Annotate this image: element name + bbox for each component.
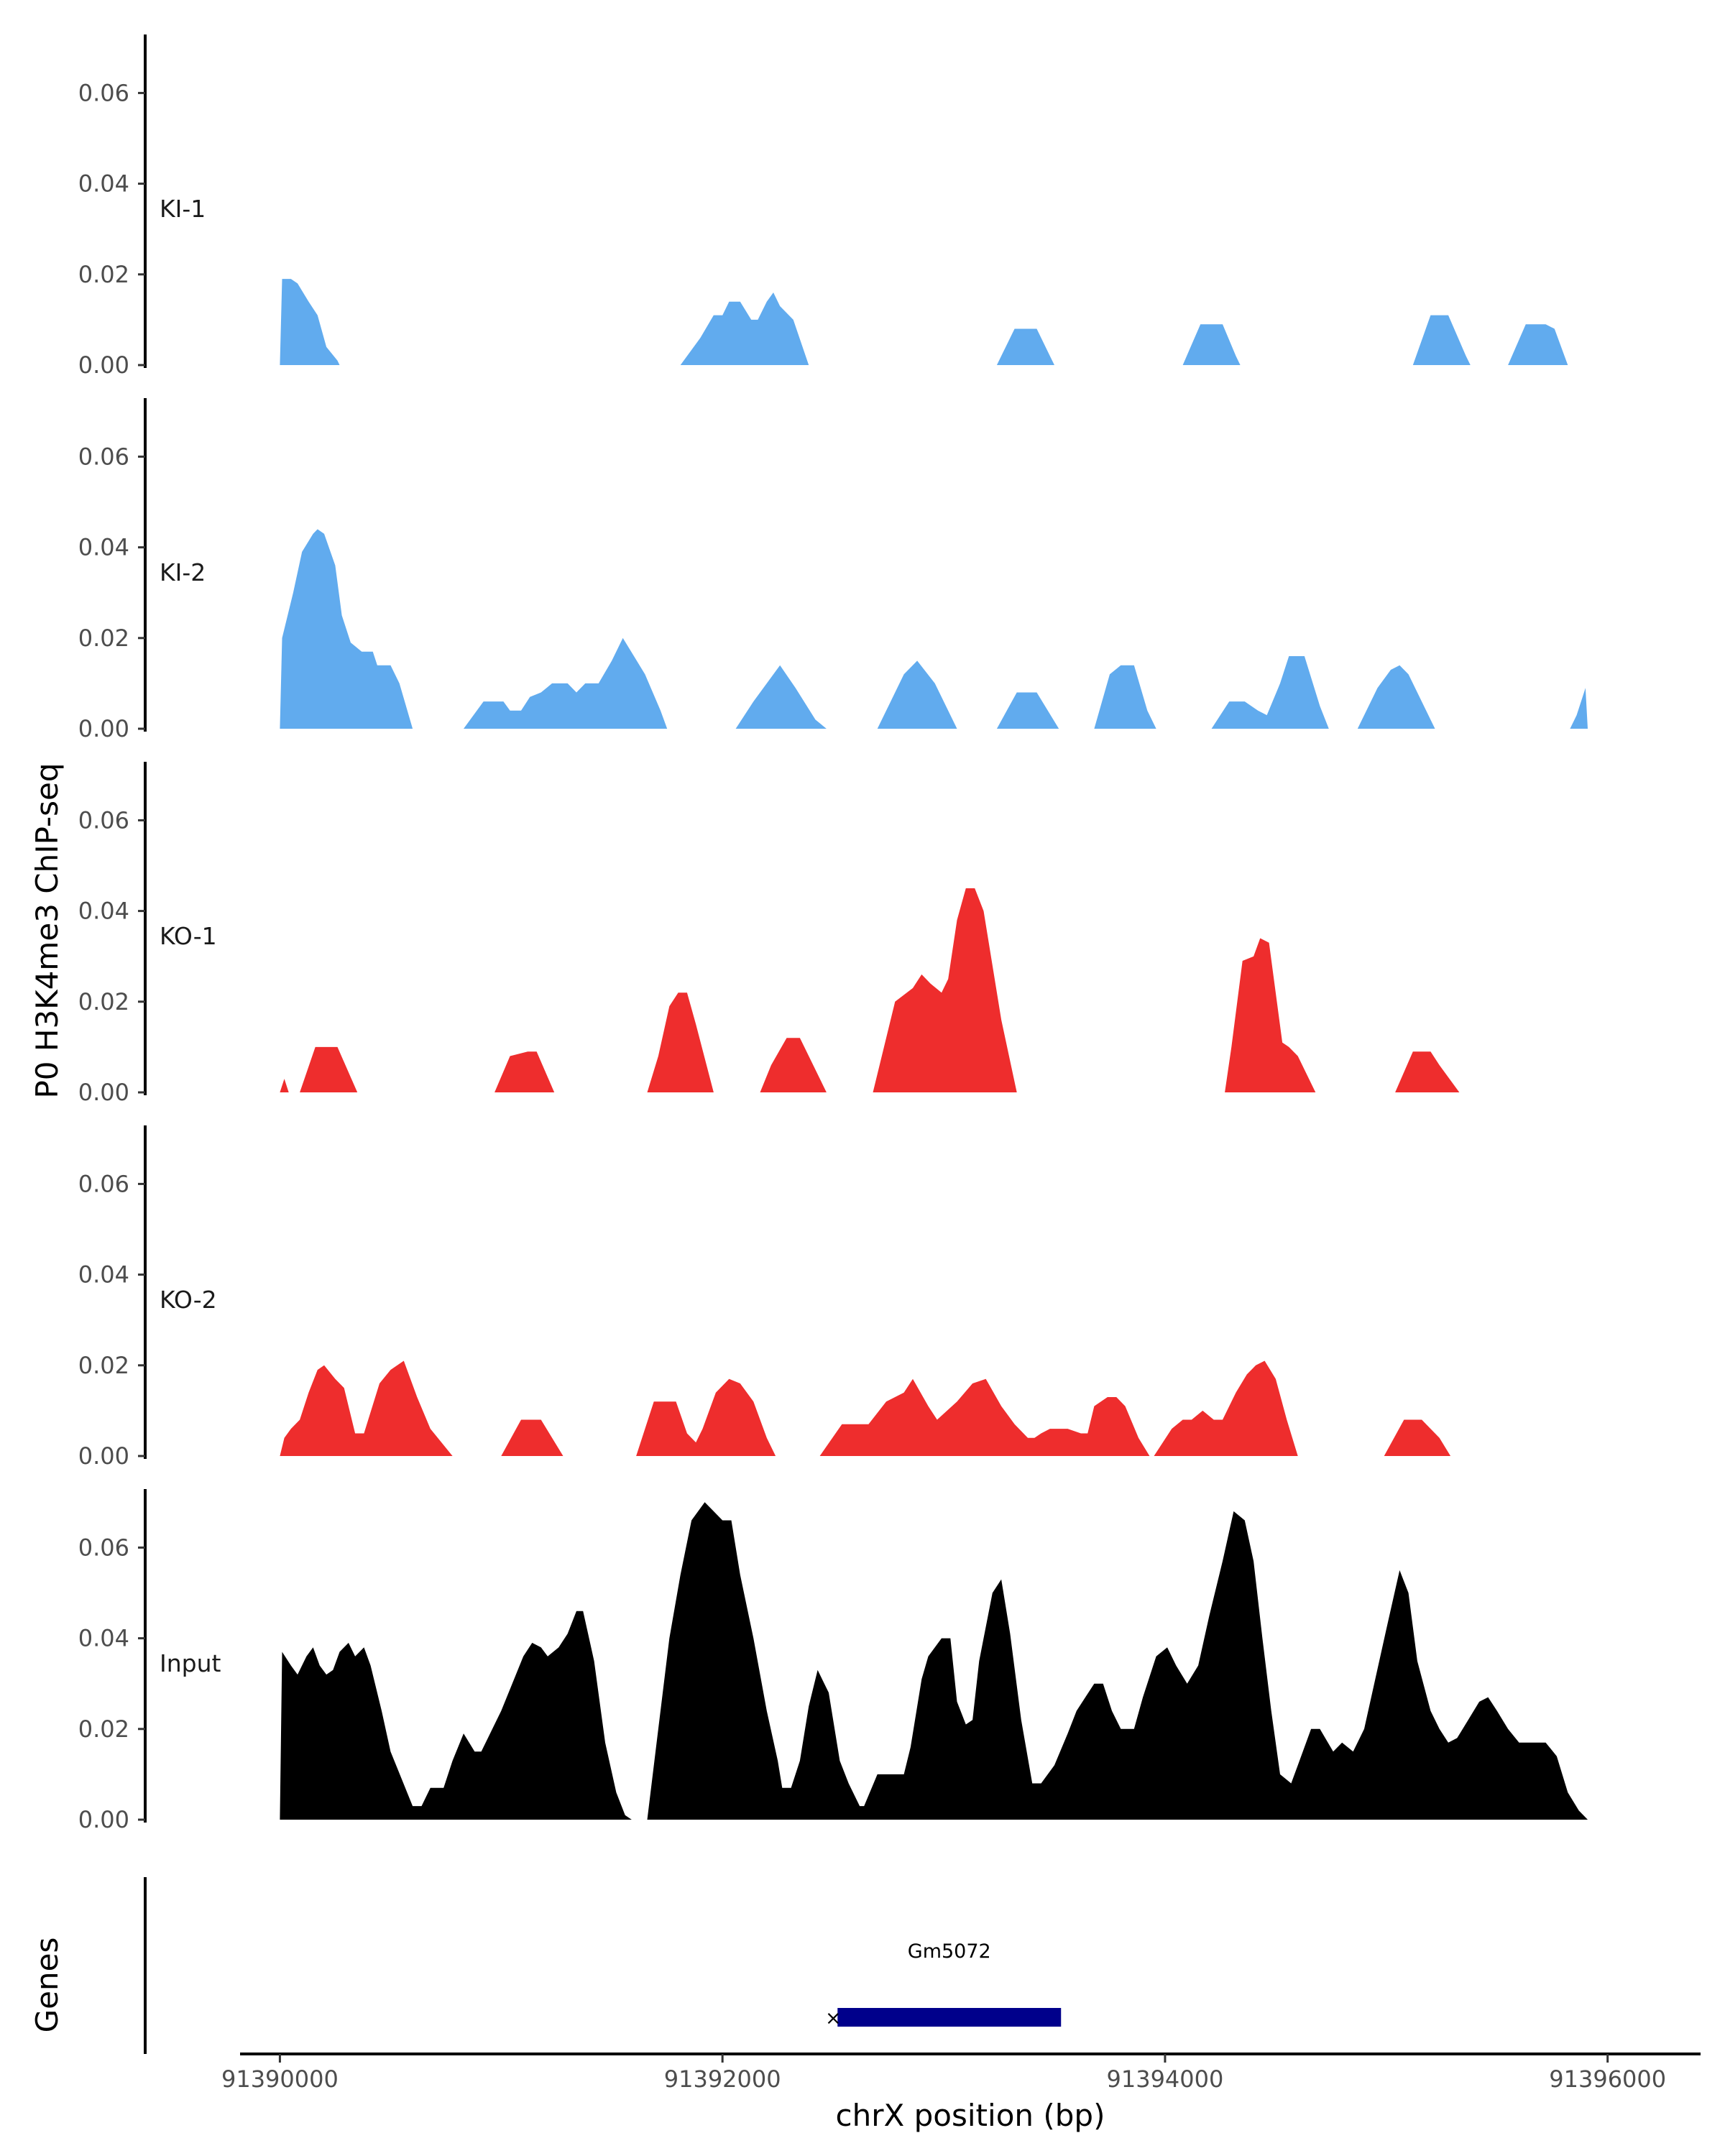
- x-tick-label: 91396000: [1549, 2065, 1666, 2093]
- signal-peak-ko-1-4: [647, 992, 714, 1092]
- signal-peak-ki-2-2: [464, 637, 668, 729]
- signal-peak-ko-1-7: [1225, 938, 1316, 1092]
- track-ki-2: 0.00 0.02 0.04 0.06 KI-2: [78, 398, 1588, 742]
- y-tick-label: 0.06: [78, 79, 129, 106]
- x-tick-label: 91392000: [664, 2065, 781, 2093]
- track-label-ko-2: KO-2: [160, 1286, 217, 1314]
- signal-peak-ki-1-5: [1412, 315, 1471, 365]
- track-ko-2: 0.00 0.02 0.04 0.06 KO-2: [78, 1125, 1451, 1470]
- track-ki-1: 0.00 0.02 0.04 0.06 KI-1: [78, 34, 1568, 379]
- signal-peak-input-1: [280, 1611, 632, 1820]
- signal-peak-ki-2-5: [996, 692, 1059, 729]
- y-tick-label: 0.02: [78, 261, 129, 288]
- y-tick-label: 0.04: [78, 1625, 129, 1652]
- signal-peak-ki-2-9: [1570, 688, 1588, 729]
- y-tick-label: 0.00: [78, 1806, 129, 1833]
- y-tick-label: 0.06: [78, 1534, 129, 1561]
- x-axis-ticks: 91390000 91392000 91394000 91396000: [221, 2054, 1666, 2093]
- signal-peak-ki-1-3: [996, 328, 1054, 365]
- signal-peak-ki-1-1: [280, 279, 340, 365]
- y-tick-label: 0.00: [78, 1079, 129, 1106]
- y-tick-label: 0.06: [78, 443, 129, 470]
- track-label-ki-2: KI-2: [160, 558, 206, 586]
- y-tick-label: 0.04: [78, 170, 129, 198]
- y-tick-label: 0.04: [78, 1261, 129, 1289]
- signal-peak-ki-2-7: [1211, 656, 1329, 729]
- signal-peak-ko-2-1: [280, 1360, 453, 1456]
- y-tick-label: 0.04: [78, 534, 129, 561]
- track-label-ki-1: KI-1: [160, 195, 206, 223]
- signal-peak-ki-1-4: [1182, 324, 1241, 365]
- signal-peak-ko-2-3: [636, 1378, 776, 1456]
- signal-peak-ki-2-8: [1357, 665, 1435, 729]
- y-tick-label: 0.02: [78, 625, 129, 652]
- tracks-layer: 0.00 0.02 0.04 0.06 KI-1 0.00 0.02 0.04 0.06 KI-2…: [78, 34, 1588, 1833]
- track-input: 0.00 0.02 0.04 0.06 Input: [78, 1489, 1588, 1833]
- y-tick-label: 0.02: [78, 1715, 129, 1743]
- genes-axis-title: Genes: [29, 1938, 65, 2033]
- y-tick-label: 0.04: [78, 898, 129, 925]
- track-label-ko-1: KO-1: [160, 922, 217, 950]
- y-tick-label: 0.02: [78, 988, 129, 1015]
- x-tick-label: 91390000: [221, 2065, 339, 2093]
- y-tick-label: 0.00: [78, 715, 129, 742]
- signal-peak-ki-2-6: [1094, 665, 1156, 729]
- signal-peak-ki-1-6: [1508, 324, 1568, 365]
- x-axis: 91390000 91392000 91394000 91396000 chrX po…: [221, 2053, 1701, 2133]
- y-tick-label: 0.06: [78, 806, 129, 834]
- y-tick-label: 0.02: [78, 1352, 129, 1379]
- gene-body-gm5072[interactable]: [837, 2008, 1062, 2027]
- y-tick-label: 0.06: [78, 1170, 129, 1197]
- gene-panel: Genes × Gm5072: [29, 1877, 1062, 2054]
- y-tick-label: 0.00: [78, 1442, 129, 1470]
- signal-peak-ki-2-3: [735, 665, 827, 729]
- signal-peak-ki-2-4: [877, 660, 957, 729]
- track-label-input: Input: [160, 1649, 221, 1677]
- x-axis-title: chrX position (bp): [836, 2098, 1105, 2133]
- signal-peak-input-2: [647, 1502, 1588, 1820]
- signal-peak-ko-1-6: [873, 888, 1017, 1092]
- gene-strand-glyph: ×: [825, 2007, 842, 2030]
- signal-peak-ki-1-2: [680, 292, 809, 365]
- track-ko-1: 0.00 0.02 0.04 0.06 KO-1: [78, 762, 1460, 1106]
- x-tick-label: 91394000: [1106, 2065, 1223, 2093]
- y-axis-title: P0 H3K4me3 ChIP-seq: [29, 763, 65, 1098]
- signal-peak-ko-1-1: [280, 1079, 289, 1092]
- signal-peak-ko-2-4: [819, 1378, 1150, 1456]
- signal-peak-ko-2-6: [1384, 1419, 1451, 1456]
- signal-peak-ko-1-2: [300, 1046, 358, 1092]
- signal-peak-ko-1-3: [494, 1051, 555, 1092]
- signal-peak-ko-1-5: [760, 1038, 827, 1092]
- y-tick-label: 0.00: [78, 351, 129, 379]
- signal-peak-ko-1-8: [1395, 1051, 1460, 1092]
- signal-peak-ko-2-2: [501, 1419, 564, 1456]
- signal-peak-ki-2-1: [280, 529, 413, 729]
- gene-name-label: Gm5072: [908, 1940, 991, 1963]
- signal-peak-ko-2-5: [1154, 1360, 1298, 1456]
